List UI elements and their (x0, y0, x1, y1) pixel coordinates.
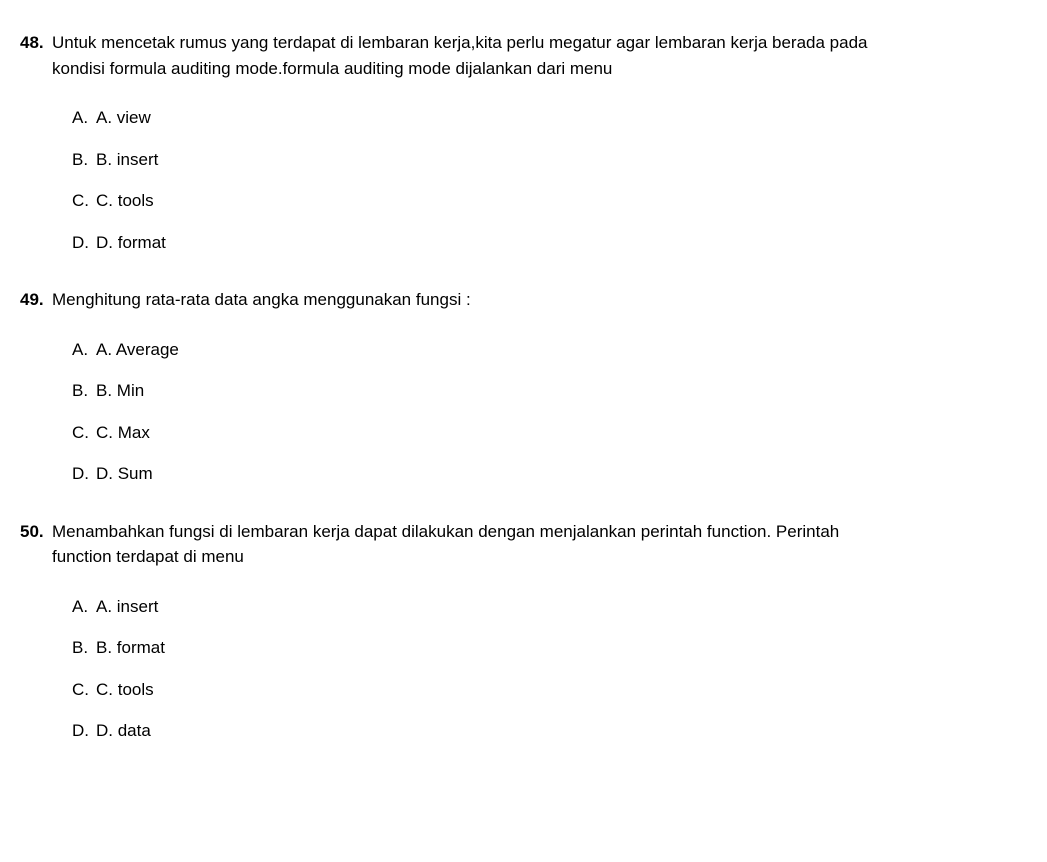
question-block: 50. Menambahkan fungsi di lembaran kerja… (20, 519, 1027, 744)
option-letter: C. (72, 420, 96, 446)
option-text: D. data (96, 718, 151, 744)
option-text: C. Max (96, 420, 150, 446)
option-item[interactable]: B. B. insert (72, 147, 1027, 173)
question-text: Menambahkan fungsi di lembaran kerja dap… (52, 519, 872, 570)
question-header: 50. Menambahkan fungsi di lembaran kerja… (20, 519, 1027, 570)
option-item[interactable]: A. A. view (72, 105, 1027, 131)
option-letter: B. (72, 147, 96, 173)
option-item[interactable]: C. C. tools (72, 188, 1027, 214)
option-letter: B. (72, 378, 96, 404)
option-item[interactable]: D. D. data (72, 718, 1027, 744)
question-number: 48. (20, 30, 52, 56)
option-item[interactable]: D. D. format (72, 230, 1027, 256)
option-letter: A. (72, 105, 96, 131)
option-letter: D. (72, 718, 96, 744)
option-letter: A. (72, 594, 96, 620)
quiz-container: 48. Untuk mencetak rumus yang terdapat d… (20, 30, 1027, 744)
option-text: C. tools (96, 188, 154, 214)
option-text: C. tools (96, 677, 154, 703)
option-item[interactable]: C. C. tools (72, 677, 1027, 703)
question-text: Menghitung rata-rata data angka mengguna… (52, 287, 471, 313)
option-text: A. view (96, 105, 151, 131)
question-block: 48. Untuk mencetak rumus yang terdapat d… (20, 30, 1027, 255)
option-item[interactable]: C. C. Max (72, 420, 1027, 446)
question-number: 50. (20, 519, 52, 545)
option-item[interactable]: A. A. insert (72, 594, 1027, 620)
option-text: A. insert (96, 594, 158, 620)
option-letter: D. (72, 230, 96, 256)
options-list: A. A. insert B. B. format C. C. tools D.… (72, 594, 1027, 744)
question-header: 48. Untuk mencetak rumus yang terdapat d… (20, 30, 1027, 81)
question-text: Untuk mencetak rumus yang terdapat di le… (52, 30, 872, 81)
option-text: B. Min (96, 378, 144, 404)
option-text: B. format (96, 635, 165, 661)
option-letter: B. (72, 635, 96, 661)
option-letter: D. (72, 461, 96, 487)
option-text: D. format (96, 230, 166, 256)
options-list: A. A. Average B. B. Min C. C. Max D. D. … (72, 337, 1027, 487)
option-text: A. Average (96, 337, 179, 363)
option-letter: C. (72, 188, 96, 214)
options-list: A. A. view B. B. insert C. C. tools D. D… (72, 105, 1027, 255)
option-text: D. Sum (96, 461, 153, 487)
option-letter: C. (72, 677, 96, 703)
option-item[interactable]: B. B. format (72, 635, 1027, 661)
question-number: 49. (20, 287, 52, 313)
option-text: B. insert (96, 147, 158, 173)
option-item[interactable]: D. D. Sum (72, 461, 1027, 487)
option-item[interactable]: B. B. Min (72, 378, 1027, 404)
option-letter: A. (72, 337, 96, 363)
option-item[interactable]: A. A. Average (72, 337, 1027, 363)
question-header: 49. Menghitung rata-rata data angka meng… (20, 287, 1027, 313)
question-block: 49. Menghitung rata-rata data angka meng… (20, 287, 1027, 487)
